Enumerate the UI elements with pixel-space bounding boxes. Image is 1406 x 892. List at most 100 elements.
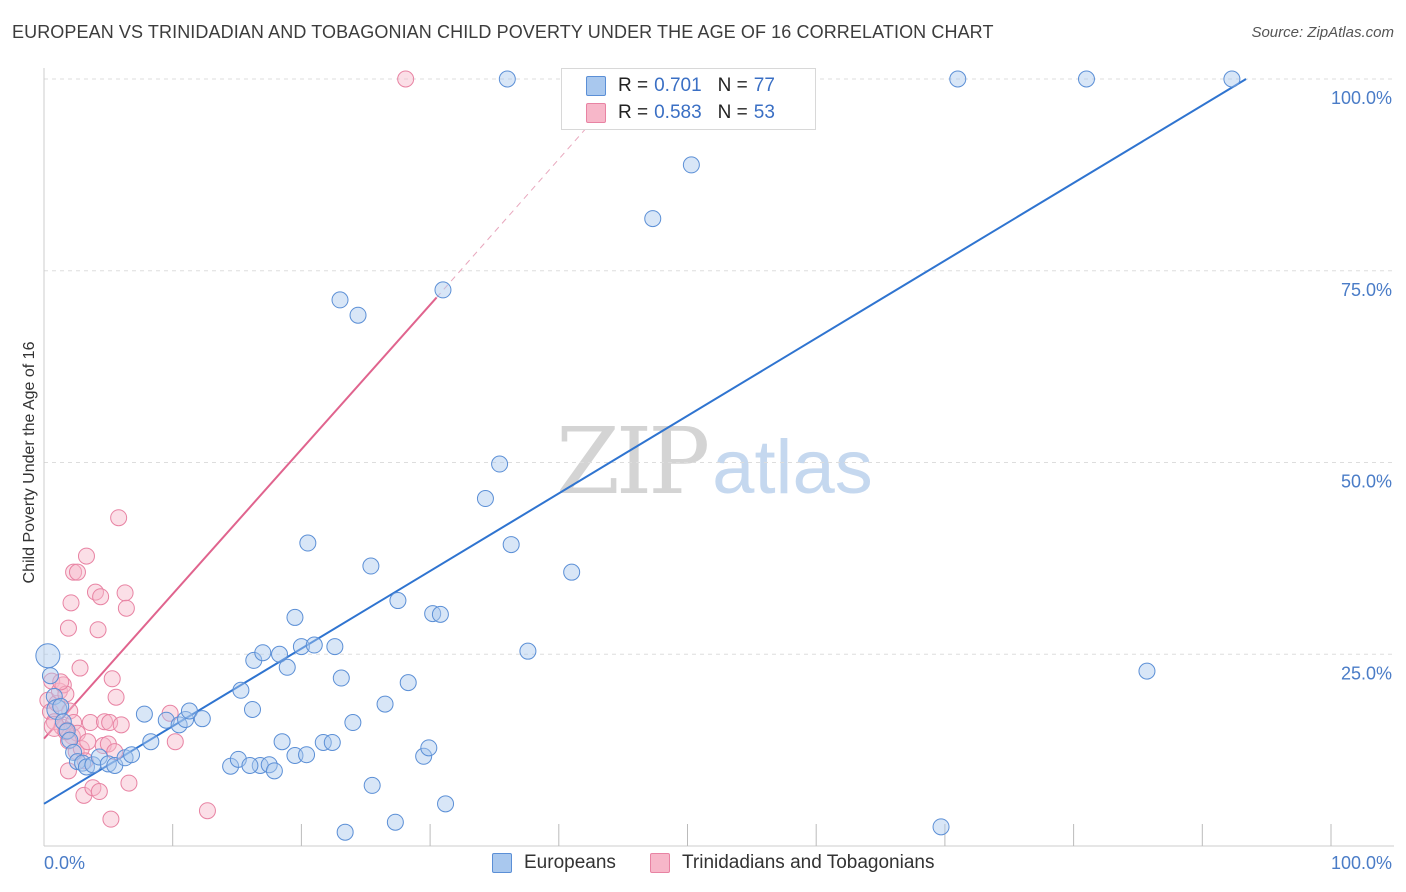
european-point — [1077, 70, 1095, 88]
trinidadian-point — [166, 733, 184, 751]
european-point — [99, 755, 117, 773]
y-tick-label: 75.0% — [1341, 280, 1392, 300]
trinidadian-point — [81, 714, 99, 732]
european-point — [243, 700, 261, 718]
european-point — [644, 210, 662, 228]
trinidadian-point — [90, 783, 108, 801]
trinidadian-point — [95, 713, 113, 731]
european-point — [476, 490, 494, 508]
european-point — [271, 645, 289, 663]
european-point — [314, 733, 332, 751]
trinidadian-point — [102, 810, 120, 828]
european-point — [273, 733, 291, 751]
y-tick-label: 25.0% — [1341, 663, 1392, 683]
stats-row-europeans: R = 0.701 N = 77 — [586, 73, 791, 99]
trinidadian-point — [397, 70, 415, 88]
trinidadian-point — [117, 599, 135, 617]
european-point — [376, 695, 394, 713]
european-point — [362, 557, 380, 575]
european-point — [193, 710, 211, 728]
grid-lines — [44, 78, 1396, 655]
watermark-zip: ZIP — [556, 408, 710, 515]
european-point — [278, 658, 296, 676]
europeans-legend-swatch — [492, 853, 512, 873]
european-point — [54, 713, 72, 731]
european-point — [45, 687, 63, 705]
european-point — [77, 758, 95, 776]
n-value: 53 — [753, 102, 775, 123]
european-point — [1138, 662, 1156, 680]
european-point — [491, 455, 509, 473]
european-point — [157, 711, 175, 729]
european-point — [254, 644, 272, 662]
european-point — [949, 70, 967, 88]
european-point — [415, 747, 433, 765]
european-point — [386, 813, 404, 831]
european-point — [431, 605, 449, 623]
european-point — [420, 739, 438, 757]
trinidadian-point — [62, 594, 80, 612]
y-axis-title: Child Poverty Under the Age of 16 — [21, 341, 38, 583]
trend-lines — [43, 78, 1247, 805]
trinidadian-point — [59, 762, 77, 780]
european-point — [519, 642, 537, 660]
trinidadian-point — [71, 659, 89, 677]
european-point — [177, 710, 195, 728]
trinidadian-point — [120, 774, 138, 792]
trinidadian-point — [112, 716, 130, 734]
european-point — [142, 733, 160, 751]
european-point — [298, 746, 316, 764]
european-points — [35, 70, 1241, 841]
trinidadian-point — [92, 588, 110, 606]
european-point — [331, 291, 349, 309]
european-point — [299, 534, 317, 552]
european-point — [180, 702, 198, 720]
legend-item-europeans: Europeans — [492, 852, 616, 874]
trinidadian-point — [68, 563, 86, 581]
trinidadians-swatch — [586, 103, 606, 123]
european-point — [123, 746, 141, 764]
n-value: 77 — [753, 75, 775, 96]
european-point — [35, 643, 61, 669]
european-point — [344, 714, 362, 732]
european-point — [563, 563, 581, 581]
trinidadian-point — [198, 802, 216, 820]
european-point — [292, 638, 310, 656]
european-point — [241, 756, 259, 774]
watermark: ZIPatlas — [556, 408, 873, 515]
trinidadian-point — [103, 670, 121, 688]
y-tick-label: 50.0% — [1341, 472, 1392, 492]
legend-item-trinidadians: Trinidadians and Tobagonians — [650, 852, 934, 874]
r-key: R = — [618, 102, 649, 123]
european-point — [498, 70, 516, 88]
x-tick-label: 0.0% — [44, 853, 85, 873]
axis-labels: 25.0% 50.0% 75.0% 100.0% 0.0% 100.0% Child Pov… — [21, 88, 1392, 873]
european-point — [326, 638, 344, 656]
trinidadian-point — [79, 733, 97, 751]
trinidadian-point — [59, 619, 77, 637]
axes — [43, 68, 1394, 847]
chart-title: EUROPEAN VS TRINIDADIAN AND TOBAGONIAN C… — [12, 22, 994, 42]
europeans-trend-line — [43, 78, 1247, 805]
r-value: 0.583 — [654, 102, 702, 123]
trinidadian-point — [110, 509, 128, 527]
european-point — [336, 823, 354, 841]
n-key: N = — [717, 75, 748, 96]
legend-label-trinidadians: Trinidadians and Tobagonians — [682, 852, 935, 873]
european-point — [135, 705, 153, 723]
european-point — [323, 733, 341, 751]
trinidadian-point — [116, 584, 134, 602]
trinidadian-point — [107, 688, 125, 706]
r-key: R = — [618, 75, 649, 96]
european-point — [1223, 70, 1241, 88]
n-key: N = — [717, 102, 748, 123]
european-point — [265, 762, 283, 780]
european-point — [434, 281, 452, 299]
trinidadian-point — [77, 547, 95, 565]
stats-legend: R = 0.701 N = 77 R = 0.583 N = 53 — [561, 68, 816, 130]
trinidadian-point — [52, 673, 70, 691]
european-point — [305, 636, 323, 654]
trinidadian-point — [86, 583, 104, 601]
european-point — [90, 748, 108, 766]
european-point — [349, 306, 367, 324]
